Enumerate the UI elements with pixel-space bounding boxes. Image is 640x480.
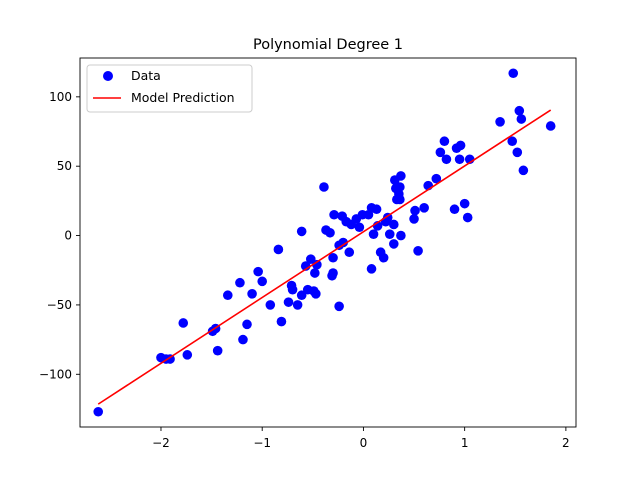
legend-box <box>86 64 253 113</box>
data-point-68 <box>396 230 406 241</box>
data-point-38 <box>329 209 339 220</box>
y-tick-label-3: 50 <box>57 159 72 173</box>
axes-frame <box>79 57 577 428</box>
data-point-90 <box>514 105 525 116</box>
data-point-83 <box>459 198 470 209</box>
data-point-72 <box>413 246 423 256</box>
data-point-34 <box>325 227 335 238</box>
plot-area <box>93 68 556 417</box>
legend-label-model: Model Prediction <box>131 90 235 105</box>
data-point-66 <box>395 194 405 205</box>
data-point-23 <box>296 290 307 301</box>
data-point-32 <box>319 182 329 192</box>
data-point-10 <box>235 277 245 288</box>
data-point-88 <box>508 68 519 79</box>
data-point-9 <box>222 290 233 301</box>
model-prediction-line <box>97 109 552 405</box>
data-point-56 <box>378 252 389 263</box>
data-point-4 <box>178 318 189 328</box>
legend-marker-data <box>103 71 113 81</box>
y-tick-label-4: 100 <box>49 90 72 104</box>
x-tick-label-0: −2 <box>152 436 170 450</box>
data-point-22 <box>292 300 303 310</box>
data-point-93 <box>545 121 556 131</box>
legend: Data Model Prediction <box>86 64 253 113</box>
data-point-61 <box>389 219 399 230</box>
data-point-87 <box>507 136 518 147</box>
y-tick-label-1: −50 <box>47 298 72 312</box>
data-point-91 <box>516 114 527 124</box>
data-point-71 <box>410 205 420 216</box>
data-point-47 <box>354 222 365 233</box>
data-point-17 <box>273 244 284 255</box>
data-point-24 <box>296 226 307 237</box>
x-tick-label-3: 1 <box>461 436 469 450</box>
legend-label-data: Data <box>131 68 161 83</box>
data-point-69 <box>396 171 406 181</box>
data-point-84 <box>462 212 473 223</box>
data-point-8 <box>212 345 223 356</box>
data-point-18 <box>276 316 287 327</box>
data-point-14 <box>253 266 263 277</box>
data-point-12 <box>242 319 252 330</box>
data-point-81 <box>454 154 465 165</box>
y-tick-label-2: 0 <box>64 229 72 243</box>
data-point-82 <box>455 140 466 151</box>
data-point-73 <box>419 203 429 213</box>
data-point-21 <box>287 284 298 295</box>
data-point-0 <box>93 406 104 417</box>
data-point-52 <box>368 229 379 239</box>
data-point-76 <box>435 147 446 158</box>
data-point-77 <box>439 136 450 147</box>
y-tick-label-0: −100 <box>39 367 72 381</box>
chart-title: Polynomial Degree 1 <box>253 37 403 53</box>
data-point-27 <box>305 254 316 264</box>
data-point-59 <box>384 229 395 239</box>
data-point-70 <box>409 214 419 224</box>
data-point-78 <box>441 154 452 165</box>
data-point-86 <box>495 117 505 127</box>
data-point-19 <box>283 297 294 307</box>
data-point-51 <box>366 264 377 274</box>
data-point-5 <box>182 350 193 360</box>
data-point-44 <box>344 247 355 258</box>
data-point-89 <box>512 147 523 158</box>
data-point-79 <box>449 204 460 215</box>
data-point-37 <box>328 252 338 263</box>
data-point-11 <box>238 334 248 345</box>
data-point-42 <box>338 237 348 248</box>
data-point-60 <box>389 239 399 249</box>
data-point-15 <box>257 276 268 287</box>
axis-ticks: −2 −1 0 1 2 −100 −50 0 50 100 <box>39 90 570 450</box>
data-point-36 <box>328 268 338 278</box>
data-point-30 <box>311 289 321 299</box>
data-point-75 <box>431 173 442 184</box>
data-point-92 <box>518 165 529 176</box>
x-tick-label-1: −1 <box>253 436 271 450</box>
data-point-39 <box>334 301 344 312</box>
data-point-13 <box>247 289 257 299</box>
data-point-16 <box>265 300 276 310</box>
data-point-29 <box>310 268 320 278</box>
data-point-53 <box>371 204 382 215</box>
x-tick-label-2: 0 <box>360 436 368 450</box>
data-point-67 <box>395 182 405 192</box>
data-point-31 <box>312 259 322 270</box>
x-tick-label-4: 2 <box>562 436 570 450</box>
